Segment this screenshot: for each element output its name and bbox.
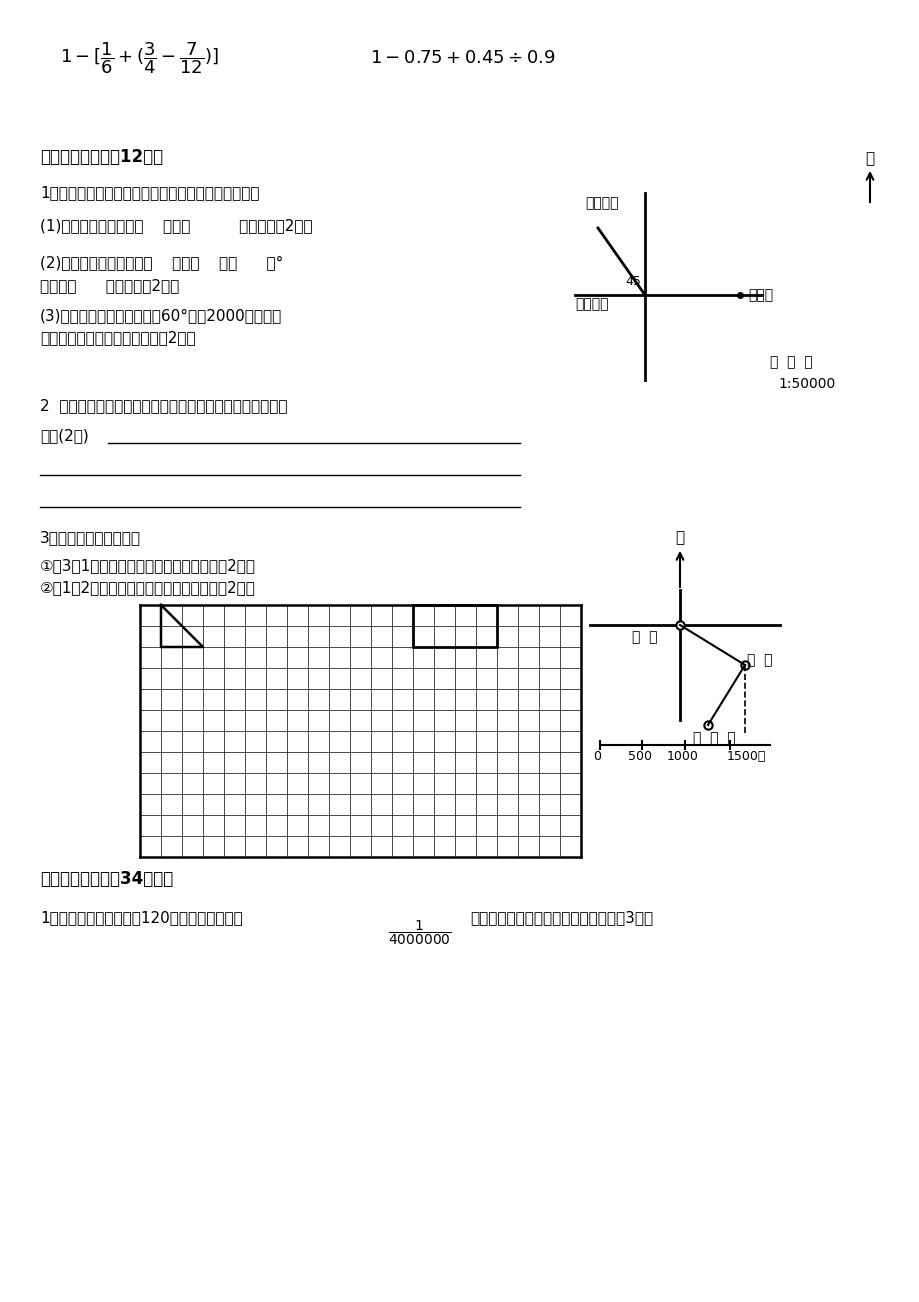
Text: (3)少年宫在人民公园南偏西60°方向2000米处，请: (3)少年宫在人民公园南偏西60°方向2000米处，请: [40, 309, 282, 323]
Text: 四、观察与操作（12分）: 四、观察与操作（12分）: [40, 148, 163, 165]
Text: 1500米: 1500米: [726, 750, 766, 763]
Text: 1000: 1000: [666, 750, 698, 763]
Text: 书  店: 书 店: [746, 654, 772, 667]
Text: 北: 北: [675, 530, 684, 546]
Text: 45: 45: [624, 275, 641, 288]
Text: 3、图形的放大与缩小。: 3、图形的放大与缩小。: [40, 530, 141, 546]
Text: ②按1：2的比画出长方形缩小后的图形。（2分）: ②按1：2的比画出长方形缩小后的图形。（2分）: [40, 579, 255, 595]
Text: $\dfrac{1}{4000000}$: $\dfrac{1}{4000000}$: [388, 919, 451, 948]
Text: $1-0.75+0.45\div0.9$: $1-0.75+0.45\div0.9$: [369, 49, 555, 66]
Text: 在图中表示出少年宫的位置。（2分）: 在图中表示出少年宫的位置。（2分）: [40, 329, 196, 345]
Text: ①按3：1的比画出三角形放大后的图形。（2分）: ①按3：1的比画出三角形放大后的图形。（2分）: [40, 559, 255, 573]
Text: 2  、根据右图，请你描述从学校经过书店到图书馆的行走路: 2 、根据右图，请你描述从学校经过书店到图书馆的行走路: [40, 398, 288, 413]
Text: (2)苏果超市在人民公园（    ）偏（    ）（      ）°: (2)苏果超市在人民公园（ ）偏（ ）（ ）°: [40, 255, 283, 270]
Text: 学  校: 学 校: [631, 630, 657, 644]
Text: $1-[\dfrac{1}{6}+(\dfrac{3}{4}-\dfrac{7}{12})]$: $1-[\dfrac{1}{6}+(\dfrac{3}{4}-\dfrac{7}…: [60, 40, 219, 76]
Text: 的地图上，两地的距离是多少厘米？（3分）: 的地图上，两地的距离是多少厘米？（3分）: [470, 910, 652, 924]
Bar: [413, 605, 496, 647]
Text: 线。(2分): 线。(2分): [40, 428, 88, 443]
Text: 人民公园: 人民公园: [574, 297, 607, 311]
Text: 图  书  馆: 图 书 馆: [692, 730, 735, 745]
Text: 0: 0: [593, 750, 600, 763]
Text: 1:50000: 1:50000: [777, 378, 834, 391]
Text: 比  例  尺: 比 例 尺: [769, 355, 811, 368]
Text: 五、应用题：（共34分。）: 五、应用题：（共34分。）: [40, 870, 173, 888]
Text: 1、北京到天津的距离为120千米，在比例尺为: 1、北京到天津的距离为120千米，在比例尺为: [40, 910, 243, 924]
Text: 苏果超市: 苏果超市: [584, 197, 618, 210]
Text: 市政府: 市政府: [747, 288, 772, 302]
Text: 500: 500: [628, 750, 652, 763]
Text: 方向的（      ）米处；（2分）: 方向的（ ）米处；（2分）: [40, 279, 179, 293]
Text: 北: 北: [865, 151, 874, 165]
Text: (1)市政府在人民公园（    ）面（          ）米处；（2分）: (1)市政府在人民公园（ ）面（ ）米处；（2分）: [40, 217, 312, 233]
Text: 1、以人民公园为观测点，量一量，填一填，画一画。: 1、以人民公园为观测点，量一量，填一填，画一画。: [40, 185, 259, 201]
